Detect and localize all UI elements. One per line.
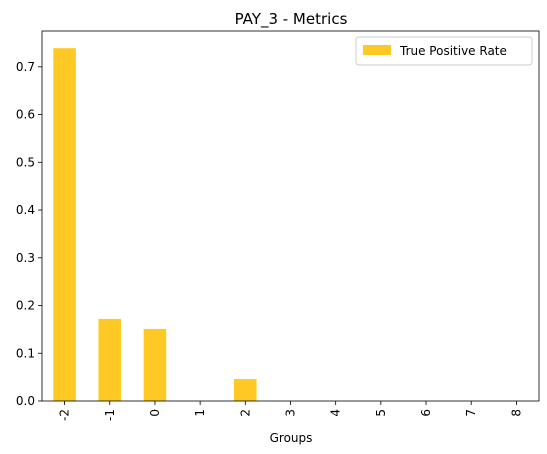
x-tick-label: 4: [329, 409, 343, 417]
bar-0: [143, 328, 167, 401]
x-tick-label: 5: [374, 409, 388, 417]
y-tick-label: 0.1: [16, 346, 35, 360]
x-tick-label: 6: [419, 409, 433, 417]
bar--2: [53, 48, 76, 401]
x-tick-label: 2: [238, 409, 252, 417]
x-axis: -2 -1 0 1 2 3 4 5 6 7 8: [58, 401, 523, 421]
y-tick-label: 0.7: [16, 60, 35, 74]
bars-group: [53, 48, 257, 401]
legend-swatch: [363, 45, 391, 55]
chart-title: PAY_3 - Metrics: [235, 10, 348, 29]
x-tick-label: 1: [193, 409, 207, 417]
y-tick-label: 0.4: [16, 203, 35, 217]
x-tick-label: 8: [509, 409, 523, 417]
y-tick-label: 0.0: [16, 394, 35, 408]
x-axis-label: Groups: [270, 431, 313, 445]
y-tick-label: 0.5: [16, 155, 35, 169]
x-tick-label: -1: [103, 409, 117, 421]
legend-label: True Positive Rate: [399, 44, 507, 58]
legend: True Positive Rate: [355, 36, 533, 66]
bar-2: [234, 379, 257, 401]
y-tick-label: 0.6: [16, 108, 35, 122]
legend-box: [355, 36, 533, 66]
x-tick-label: 7: [464, 409, 478, 417]
y-axis: 0.0 0.1 0.2 0.3 0.4 0.5 0.6 0.7: [16, 60, 42, 408]
x-tick-label: 0: [148, 409, 162, 417]
y-tick-label: 0.2: [16, 299, 35, 313]
x-tick-label: -2: [58, 409, 72, 421]
bar--1: [98, 318, 122, 401]
x-tick-label: 3: [284, 409, 298, 417]
y-tick-label: 0.3: [16, 251, 35, 265]
